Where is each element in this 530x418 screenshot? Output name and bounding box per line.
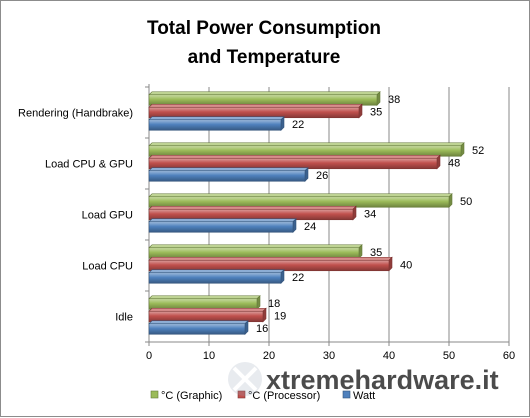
data-label-idle-watt: 16 (256, 323, 268, 335)
bar-top-face (148, 205, 357, 210)
bar-front-face (148, 157, 438, 170)
bar-front-face (148, 272, 282, 284)
category-label-load-cpu: Load CPU (82, 261, 133, 273)
data-label-rendering-handbrake-degc-processor: 35 (370, 107, 382, 119)
bar-top-face (148, 103, 363, 108)
legend-swatch (237, 390, 246, 399)
bar-load-gpu-degc-processor (148, 205, 357, 221)
data-label-idle-degc-graphic: 18 (268, 298, 280, 310)
bar-front-face (148, 145, 462, 157)
bar-top-face (148, 218, 297, 223)
x-tick-label: 30 (323, 350, 335, 362)
data-label-load-cpu-degc-graphic: 35 (370, 247, 382, 259)
category-labels: Rendering (Handbrake) Load CPU & GPU Load … (18, 108, 133, 324)
bar-top-face (148, 295, 261, 300)
data-label-load-gpu-degc-processor: 34 (364, 209, 376, 221)
data-label-load-cpu-gpu-degc-processor: 48 (448, 158, 460, 170)
chart-title-line-1: Total Power Consumption (147, 18, 381, 39)
x-tick-label: 60 (503, 350, 515, 362)
bar-top-face (148, 320, 249, 325)
bar-front-face (148, 323, 246, 335)
bar-front-face (148, 94, 378, 106)
category-label-load-gpu: Load GPU (82, 210, 133, 222)
bar-top-face (148, 91, 381, 96)
bar-rendering-handbrake-watt (148, 116, 285, 131)
bar-front-face (148, 221, 294, 233)
bar-front-face (148, 247, 360, 259)
data-label-load-gpu-watt: 24 (304, 221, 316, 233)
x-tick-label: 20 (263, 350, 275, 362)
bar-front-face (148, 310, 264, 323)
legend-item-degc-graphic: °C (Graphic) (150, 390, 222, 402)
watermark-logo-icon (228, 362, 262, 396)
chart-title-line-2: and Temperature (188, 47, 341, 68)
bar-load-cpu-gpu-watt (148, 167, 309, 182)
bar-top-face (148, 167, 309, 172)
data-label-load-cpu-gpu-degc-graphic: 52 (472, 145, 484, 157)
data-label-rendering-handbrake-watt: 22 (292, 119, 304, 131)
x-tick-label: 50 (443, 350, 455, 362)
category-label-rendering-handbrake: Rendering (Handbrake) (18, 108, 133, 120)
bar-top-face (148, 142, 465, 147)
bar-top-face (148, 269, 285, 274)
data-label-load-cpu-gpu-watt: 26 (316, 170, 328, 182)
legend-item-degc-processor: °C (Processor) (237, 390, 320, 402)
bar-front-face (148, 106, 360, 119)
data-label-load-cpu-watt: 22 (292, 272, 304, 284)
bar-front-face (148, 208, 354, 221)
bar-idle-degc-processor (148, 307, 267, 323)
legend-item-watt: Watt (342, 390, 375, 402)
watermark: xtremehardware.it (228, 362, 499, 396)
data-label-rendering-handbrake-degc-graphic: 38 (388, 94, 400, 106)
data-label-load-gpu-degc-graphic: 50 (460, 196, 472, 208)
x-tick-label: 10 (203, 350, 215, 362)
bar-top-face (148, 244, 363, 249)
data-label-idle-degc-processor: 19 (274, 311, 286, 323)
legend-swatch (342, 390, 351, 399)
bar-load-cpu-gpu-degc-processor (148, 154, 441, 170)
bar-front-face (148, 170, 306, 182)
x-tick-label: 40 (383, 350, 395, 362)
bar-rendering-handbrake-degc-processor (148, 103, 363, 119)
bar-top-face (148, 116, 285, 121)
bar-load-gpu-watt (148, 218, 297, 233)
x-tick-label: 0 (146, 350, 152, 362)
legend: °C (Graphic) °C (Processor) Watt (150, 390, 375, 402)
bar-load-gpu-degc-graphic (148, 193, 453, 208)
legend-swatch (150, 390, 159, 399)
bar-front-face (148, 119, 282, 131)
x-axis-tick-labels: 0 10 20 30 40 50 60 (146, 350, 515, 362)
legend-label: °C (Graphic) (161, 390, 222, 402)
category-label-idle: Idle (115, 312, 133, 324)
legend-label: Watt (353, 390, 375, 402)
bar-load-cpu-degc-processor (148, 256, 393, 272)
bar-top-face (148, 193, 453, 198)
category-label-load-cpu-gpu: Load CPU & GPU (45, 159, 133, 171)
bar-top-face (148, 154, 441, 159)
bar-load-cpu-degc-graphic (148, 244, 363, 259)
bar-top-face (148, 307, 267, 312)
legend-label: °C (Processor) (248, 390, 320, 402)
data-label-load-cpu-degc-processor: 40 (400, 260, 412, 272)
bar-front-face (148, 298, 258, 310)
bar-idle-watt (148, 320, 249, 335)
bar-rendering-handbrake-degc-graphic (148, 91, 381, 106)
bar-front-face (148, 259, 390, 272)
bar-load-cpu-watt (148, 269, 285, 284)
bar-front-face (148, 196, 450, 208)
bar-idle-degc-graphic (148, 295, 261, 310)
bar-load-cpu-gpu-degc-graphic (148, 142, 465, 157)
bar-top-face (148, 256, 393, 261)
watermark-text: xtremehardware.it (266, 365, 499, 395)
